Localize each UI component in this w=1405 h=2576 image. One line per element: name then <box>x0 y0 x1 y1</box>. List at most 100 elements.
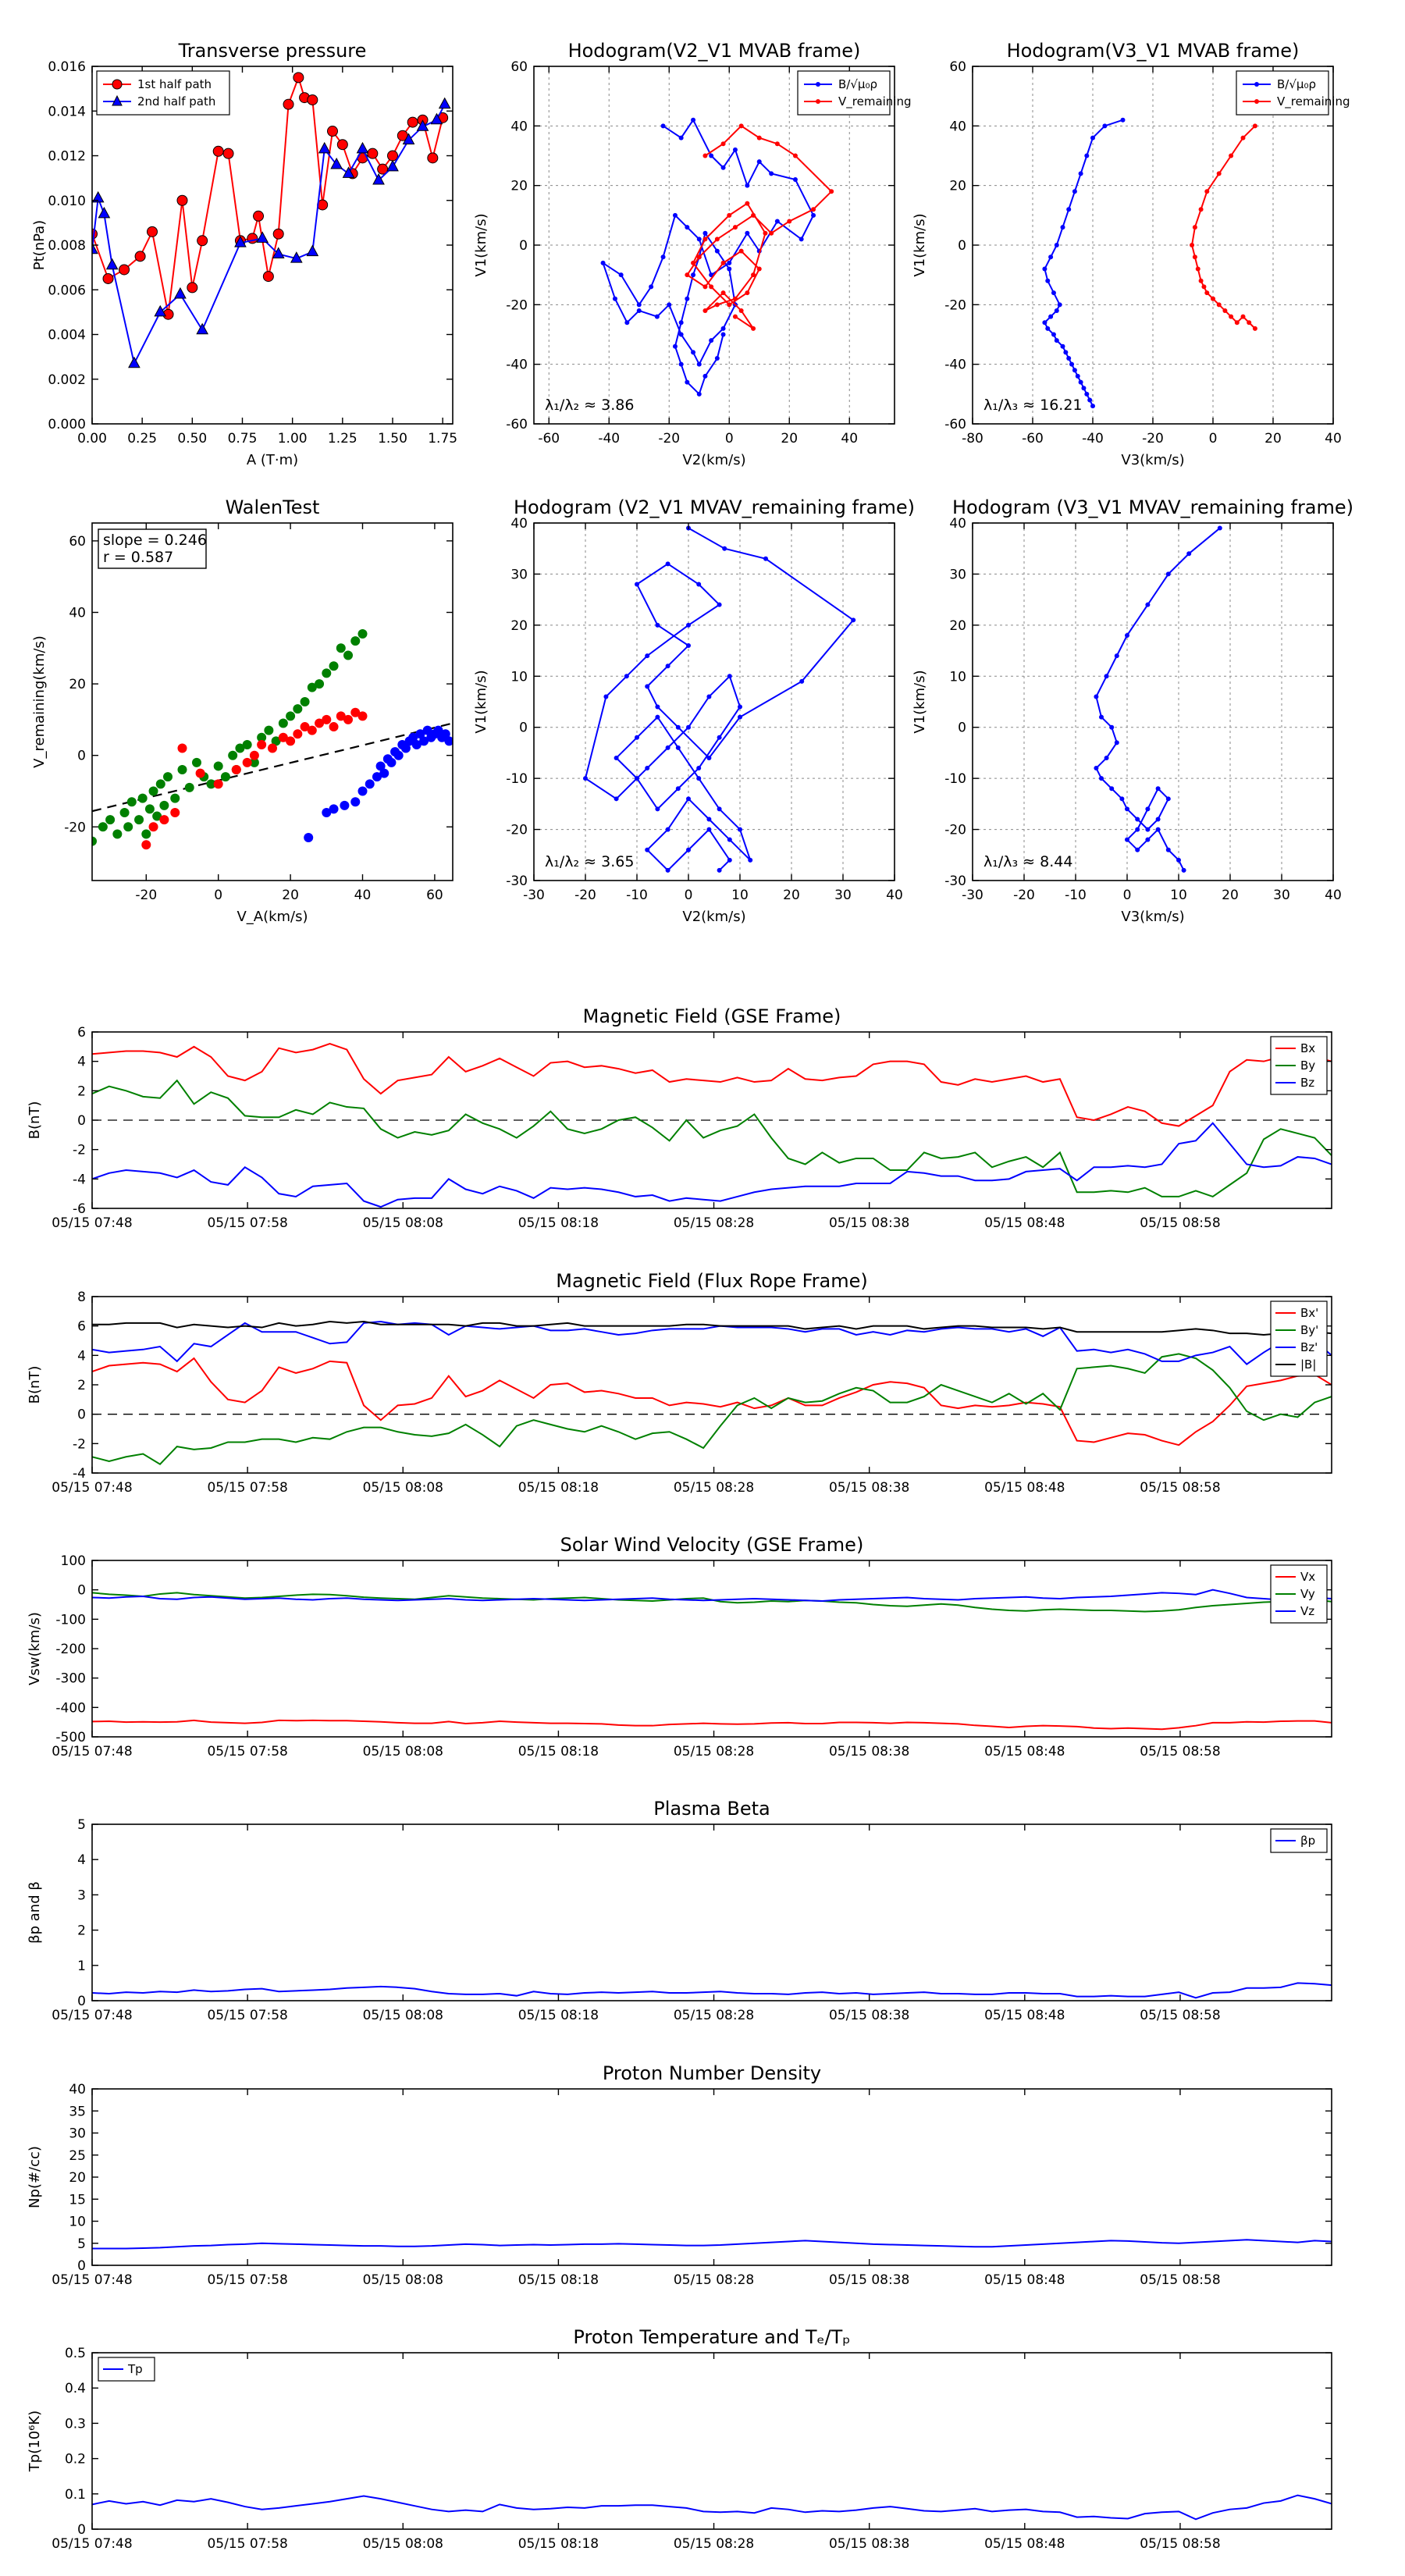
np-ytick-label: 25 <box>69 2148 86 2164</box>
tp_temp-xtick-label: 05/15 07:48 <box>52 2536 132 2552</box>
h1-point <box>774 219 780 224</box>
h4-ylabel: V1(km/s) <box>912 670 928 733</box>
h2-point <box>1054 308 1059 313</box>
h3-point <box>655 714 660 720</box>
h1-point <box>685 272 690 278</box>
h1-point <box>756 159 762 165</box>
h1-title: Hodogram(V2_V1 MVAB frame) <box>568 40 861 62</box>
h1-ytick-label: 0 <box>519 238 528 254</box>
walen-point <box>177 743 187 753</box>
h1-point <box>732 147 738 152</box>
walen-point <box>177 765 187 775</box>
mag_fr-series-3-line <box>92 1321 1332 1336</box>
walen-xlabel: V_A(km/s) <box>237 909 308 925</box>
mag_gse-ytick-label: -2 <box>73 1143 86 1158</box>
tp-point <box>386 159 399 172</box>
h2-point <box>1066 207 1072 212</box>
h2-ytick-label: -20 <box>944 297 966 313</box>
h1-point <box>702 153 708 158</box>
h2-point <box>1240 314 1246 319</box>
mag_fr-panel: 05/15 07:48 05/15 07:58 05/15 08:08 05/15 0… <box>27 1270 1332 1496</box>
h3-point <box>655 806 660 812</box>
h4-point <box>1176 857 1181 863</box>
h3-point <box>738 827 742 832</box>
walen-point <box>159 815 169 825</box>
mag_gse-series-1-line <box>92 1079 1332 1198</box>
h1-point <box>727 302 732 308</box>
walen-point <box>372 772 382 782</box>
walen-point <box>393 750 404 760</box>
tp-xtick-label: 1.25 <box>328 431 357 447</box>
h3-point <box>583 776 588 781</box>
walen-xtick-label: -20 <box>135 888 157 903</box>
tp_temp-ytick-label: 0.4 <box>65 2381 86 2396</box>
tp-point <box>196 322 209 335</box>
h1-point <box>714 237 720 242</box>
mag_gse-title: Magnetic Field (GSE Frame) <box>583 1005 841 1027</box>
tp-xtick-label: 0.50 <box>177 431 207 447</box>
h1-xlabel: V2(km/s) <box>682 452 745 468</box>
walen-frame <box>91 522 454 881</box>
beta-ytick-label: 2 <box>77 1923 86 1939</box>
tp-point <box>105 258 119 270</box>
h2-point <box>1084 391 1090 397</box>
h2-point <box>1054 338 1059 343</box>
tp-point <box>402 133 415 144</box>
tp-point <box>307 94 318 105</box>
h3-point <box>706 817 712 822</box>
tp-legend <box>96 70 230 116</box>
h1-ytick-label: 40 <box>510 119 528 134</box>
mag_fr-ytick-label: -4 <box>73 1466 86 1482</box>
tp-point <box>427 152 439 164</box>
tp-point <box>387 150 398 162</box>
beta-ytick-label: 4 <box>77 1852 86 1868</box>
h1-legend-marker <box>816 99 820 104</box>
tp_temp-ytick-label: 0.1 <box>65 2487 86 2503</box>
mag_fr-data <box>92 1321 1332 1465</box>
h4-data <box>1094 525 1222 873</box>
h4-ytick-label: -20 <box>944 823 966 838</box>
h1-point <box>702 237 708 242</box>
walen-point <box>170 807 180 817</box>
np-ytick-label: 35 <box>69 2104 86 2119</box>
h4-point <box>1135 817 1140 822</box>
tp-point <box>356 141 369 154</box>
walen-point <box>148 786 158 796</box>
walen-point <box>300 722 310 732</box>
vsw-ytick-label: 0 <box>77 1583 86 1599</box>
tp-ytick-label: 0.006 <box>48 283 86 298</box>
tp-legend-label: 1st half path <box>137 77 212 91</box>
walen-point <box>159 800 169 810</box>
h4-ytick-label: -30 <box>944 873 966 889</box>
tp-point <box>154 304 167 317</box>
h2-point <box>1072 368 1077 373</box>
tp-point <box>98 206 111 219</box>
walen-point <box>220 772 230 782</box>
h1-point <box>691 350 696 355</box>
h3-point <box>686 847 691 852</box>
h2-point <box>1198 278 1204 283</box>
h4-point <box>1145 827 1151 832</box>
h3-point <box>624 674 629 679</box>
tp_temp-data <box>92 2494 1332 2521</box>
mag_fr-xtick-label: 05/15 07:58 <box>207 1480 287 1496</box>
walen-point <box>375 761 386 771</box>
walen-ylabel: V_remaining(km/s) <box>31 635 48 768</box>
h1-point <box>751 272 756 278</box>
h2-xtick-label: 20 <box>1264 431 1282 447</box>
h2-data <box>1042 117 1257 409</box>
tp_temp-ytick-label: 0.5 <box>65 2346 86 2361</box>
vsw-legend-label: Vy <box>1300 1587 1315 1601</box>
h1-point <box>745 290 750 296</box>
h1-point <box>636 308 642 313</box>
walen-xtick-label: 40 <box>354 888 372 903</box>
tp_temp-xtick-label: 05/15 08:08 <box>363 2536 443 2552</box>
walen-point <box>152 811 162 821</box>
vsw-xtick-label: 05/15 07:58 <box>207 1744 287 1759</box>
tp-point <box>253 210 265 222</box>
h3-point <box>655 622 660 628</box>
h3-xtick-label: 0 <box>685 888 693 903</box>
mag_gse-xtick-label: 05/15 07:48 <box>52 1215 132 1231</box>
h4-ytick-label: 20 <box>949 618 966 634</box>
walen-point <box>400 743 411 753</box>
